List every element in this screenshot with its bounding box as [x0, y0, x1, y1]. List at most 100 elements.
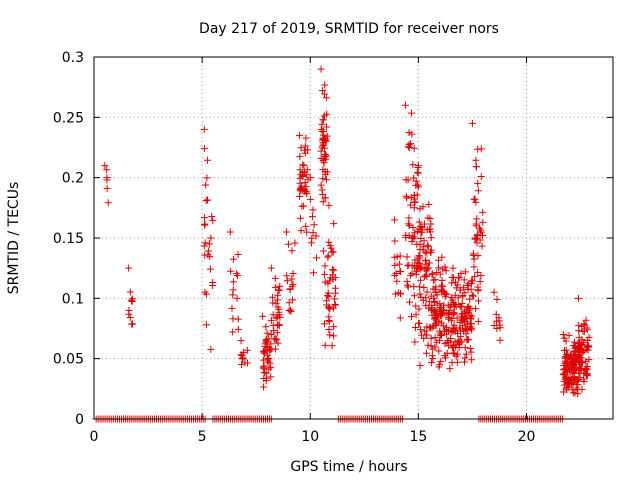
data-point — [411, 324, 419, 332]
data-point — [260, 368, 268, 376]
data-point — [582, 345, 590, 353]
data-point — [462, 325, 470, 333]
data-point — [476, 278, 484, 286]
data-point — [472, 220, 480, 228]
data-point — [457, 270, 465, 278]
data-point — [570, 338, 578, 346]
data-point — [575, 333, 583, 341]
data-point — [325, 318, 333, 326]
data-point — [321, 278, 329, 286]
data-point — [296, 153, 304, 161]
data-point — [104, 199, 112, 207]
data-point — [562, 359, 570, 367]
data-point — [409, 234, 417, 242]
data-point — [582, 316, 590, 324]
data-point — [405, 222, 413, 230]
data-point — [416, 361, 424, 369]
data-point — [300, 161, 308, 169]
data-point — [420, 220, 428, 228]
data-point — [409, 223, 417, 231]
data-point — [417, 264, 425, 272]
data-point — [415, 252, 423, 260]
data-point — [101, 162, 109, 170]
data-point — [405, 232, 413, 240]
data-point — [427, 228, 435, 236]
data-point — [473, 230, 481, 238]
data-point — [325, 238, 333, 246]
data-point — [319, 175, 327, 183]
data-point — [406, 298, 414, 306]
x-tick-label: 5 — [198, 429, 207, 445]
data-point — [417, 293, 425, 301]
data-point — [413, 168, 421, 176]
data-point — [585, 356, 593, 364]
data-point — [405, 141, 413, 149]
data-point — [276, 282, 284, 290]
data-point — [428, 352, 436, 360]
data-point — [324, 253, 332, 261]
data-point — [490, 321, 498, 329]
data-point — [468, 312, 476, 320]
y-tick-label: 0.1 — [62, 291, 84, 307]
data-point — [271, 335, 279, 343]
data-point — [442, 354, 449, 362]
data-point — [479, 218, 487, 226]
data-point — [392, 269, 400, 277]
data-point — [460, 284, 468, 292]
data-point — [420, 237, 428, 245]
data-point — [296, 185, 304, 193]
data-point — [470, 263, 478, 271]
data-point — [325, 325, 333, 333]
data-point — [411, 256, 419, 264]
data-point — [431, 276, 439, 284]
data-point — [470, 255, 478, 263]
data-point — [276, 313, 284, 321]
data-point — [330, 220, 338, 228]
data-point — [438, 253, 446, 261]
y-tick-label: 0.2 — [62, 171, 84, 187]
data-point — [206, 240, 214, 248]
data-point — [234, 250, 242, 258]
data-point — [410, 144, 418, 152]
data-point — [492, 310, 500, 318]
data-point — [581, 321, 589, 329]
data-point — [404, 281, 412, 289]
data-point — [559, 331, 567, 339]
data-point — [295, 131, 303, 139]
data-point — [318, 120, 326, 128]
data-point — [208, 282, 216, 290]
data-point — [267, 373, 275, 381]
data-point — [260, 348, 268, 356]
data-point — [467, 324, 475, 332]
data-point — [425, 259, 433, 267]
axis-ticks: 0 0.05 0.1 0.15 0.2 0.25 0.3 0 5 10 15 20 — [53, 50, 613, 445]
data-point — [318, 186, 326, 194]
data-point — [454, 350, 462, 358]
data-point — [228, 304, 236, 312]
data-point — [272, 314, 280, 322]
data-point — [128, 320, 136, 328]
data-point — [321, 270, 329, 278]
data-point — [442, 267, 450, 275]
data-point — [125, 307, 133, 315]
plot-frame — [93, 56, 614, 420]
data-point — [473, 215, 481, 223]
data-point — [447, 293, 455, 301]
data-point — [411, 338, 419, 346]
data-point — [421, 327, 429, 335]
y-tick-label: 0.3 — [62, 50, 84, 66]
data-point — [408, 233, 416, 241]
data-point — [238, 360, 246, 368]
data-point — [323, 123, 331, 131]
data-point — [474, 179, 482, 187]
data-point — [325, 201, 333, 209]
data-point — [472, 198, 480, 206]
data-point — [405, 214, 413, 222]
data-point — [438, 331, 446, 339]
data-point — [464, 335, 472, 343]
data-point — [582, 357, 590, 365]
data-point — [496, 336, 504, 344]
data-point — [461, 354, 469, 362]
data-point — [460, 276, 468, 284]
data-point — [472, 163, 480, 171]
